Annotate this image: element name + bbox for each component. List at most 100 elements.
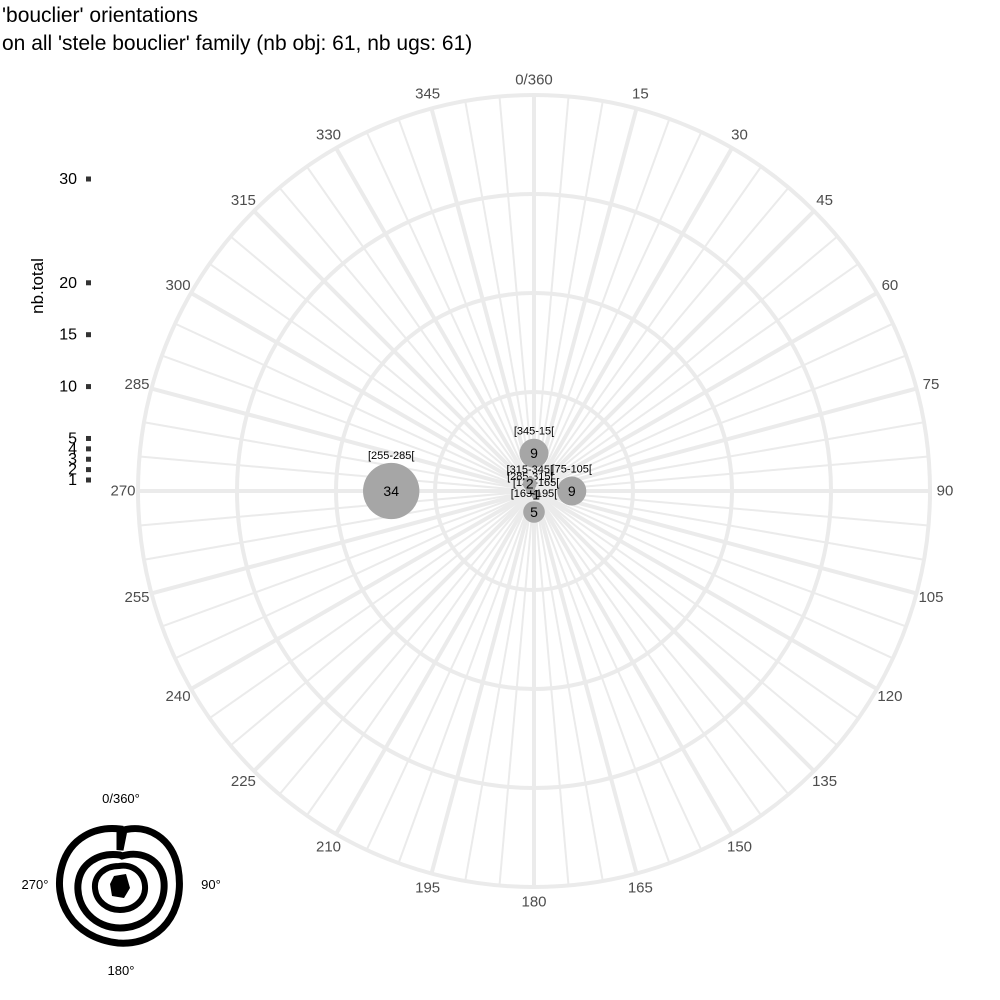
legend-key <box>86 384 91 390</box>
grid-spoke-minor <box>533 322 894 492</box>
grid-spoke-minor <box>365 490 535 851</box>
grid-spoke-major <box>532 489 878 691</box>
grid-spoke-minor <box>533 421 925 492</box>
grid-spoke-major <box>150 386 535 493</box>
angle-tick-240: 240 <box>166 688 191 705</box>
point-count-label: 34 <box>383 483 399 499</box>
grid-spoke-minor <box>143 421 535 492</box>
angle-tick-330: 330 <box>316 127 341 144</box>
grid-spoke-minor <box>209 263 535 492</box>
grid-spoke-minor <box>533 490 929 527</box>
grid-spoke-minor <box>278 187 535 492</box>
angle-tick-45: 45 <box>816 192 833 209</box>
point-circle <box>523 501 545 523</box>
grid-spoke-minor <box>139 455 535 492</box>
grid-spoke-minor <box>533 166 762 492</box>
grid-spoke-minor <box>533 235 838 492</box>
grid-spoke-major <box>532 490 639 875</box>
point-count-label: 2 <box>526 476 534 492</box>
angle-tick-150: 150 <box>727 838 752 855</box>
legend-key <box>86 446 91 452</box>
grid-spoke-minor <box>533 118 671 492</box>
grid-spoke-major <box>532 489 816 773</box>
grid-spoke-minor <box>533 490 907 628</box>
angle-tick-300: 300 <box>166 277 191 294</box>
grid-spoke-major <box>532 209 816 493</box>
grid-spoke-minor <box>143 490 535 561</box>
legend-key <box>86 477 91 483</box>
point-345-15: [345-15[9 <box>514 426 554 468</box>
angle-tick-105: 105 <box>918 589 943 606</box>
legend-label-5: 5 <box>68 430 77 447</box>
grid-spoke-minor <box>533 96 570 492</box>
grid-spoke-minor <box>498 490 535 886</box>
grid-spoke-major <box>429 107 536 492</box>
data-points: [345-15[9[75-105[9[135-165[1[165-195[5[2… <box>363 426 592 523</box>
angle-tick-75: 75 <box>923 376 940 393</box>
point-165-195: [165-195[ 5 <box>511 488 557 523</box>
legend-key <box>86 456 91 462</box>
orientation-label-right: 90° <box>201 877 221 892</box>
point-bin-label: [165-195[ <box>511 488 557 500</box>
angle-tick-195: 195 <box>415 879 440 896</box>
grid-spoke-major <box>532 489 734 835</box>
grid-spoke-minor <box>533 131 703 492</box>
angle-tick-255: 255 <box>124 589 149 606</box>
grid-spoke-minor <box>533 490 570 886</box>
angle-tick-315: 315 <box>231 192 256 209</box>
point-bin-label: [345-15[ <box>514 426 554 438</box>
legend-label-30: 30 <box>59 171 77 188</box>
angle-tick-210: 210 <box>316 838 341 855</box>
grid-spoke-minor <box>161 354 535 492</box>
grid-spoke-minor <box>533 263 859 492</box>
grid-spoke-minor <box>533 354 907 492</box>
grid-spoke-minor <box>174 490 535 660</box>
chart-subtitle: on all 'stele bouclier' family (nb obj: … <box>2 32 473 55</box>
grid-spoke-minor <box>365 131 535 492</box>
grid-spoke-major <box>533 489 918 596</box>
angle-tick-15: 15 <box>632 86 649 103</box>
grid-spoke-major <box>532 147 734 492</box>
angle-tick-120: 120 <box>877 688 902 705</box>
point-75-105: [75-105[9 <box>552 464 592 506</box>
point-circle <box>363 462 420 520</box>
grid-spoke-minor <box>533 100 604 492</box>
point-circle <box>557 476 587 506</box>
grid-spoke-minor <box>533 455 929 492</box>
angle-tick-345: 345 <box>415 86 440 103</box>
legend-key <box>86 280 91 286</box>
grid-spoke-minor <box>464 100 535 492</box>
point-count-label: 1 <box>532 487 540 503</box>
grid-spoke-major <box>190 291 535 493</box>
angle-tick-285: 285 <box>124 376 149 393</box>
angle-tick-165: 165 <box>628 879 653 896</box>
angle-tick-60: 60 <box>882 277 899 294</box>
grid-spoke-major <box>252 489 536 773</box>
grid-spoke-major <box>533 386 918 493</box>
grid-spoke-major <box>334 147 536 492</box>
grid-spoke-minor <box>533 490 671 864</box>
point-count-label: 9 <box>568 483 576 499</box>
grid-spoke-minor <box>533 490 762 816</box>
grid-spoke-minor <box>174 322 535 492</box>
point-circle <box>519 438 549 468</box>
polar-grid <box>136 93 932 889</box>
angle-tick-135: 135 <box>812 773 837 790</box>
grid-spoke-minor <box>533 490 859 719</box>
point-bin-label: [315-345[ <box>507 464 553 476</box>
grid-spoke-minor <box>278 490 535 795</box>
angle-tick-30: 30 <box>731 127 748 144</box>
grid-spoke-major <box>334 489 536 835</box>
point-count-label: 5 <box>530 504 538 520</box>
legend-label-1: 1 <box>68 472 77 489</box>
grid-spoke-minor <box>533 490 604 882</box>
legend-key <box>86 467 91 473</box>
angle-tick-270: 270 <box>110 483 135 500</box>
grid-spoke-major <box>532 291 878 493</box>
grid-spoke-minor <box>533 490 925 561</box>
legend-label-4: 4 <box>68 441 77 458</box>
legend-label-2: 2 <box>68 462 77 479</box>
orientation-key: 0/360° 90° 180° 270° <box>22 791 221 978</box>
